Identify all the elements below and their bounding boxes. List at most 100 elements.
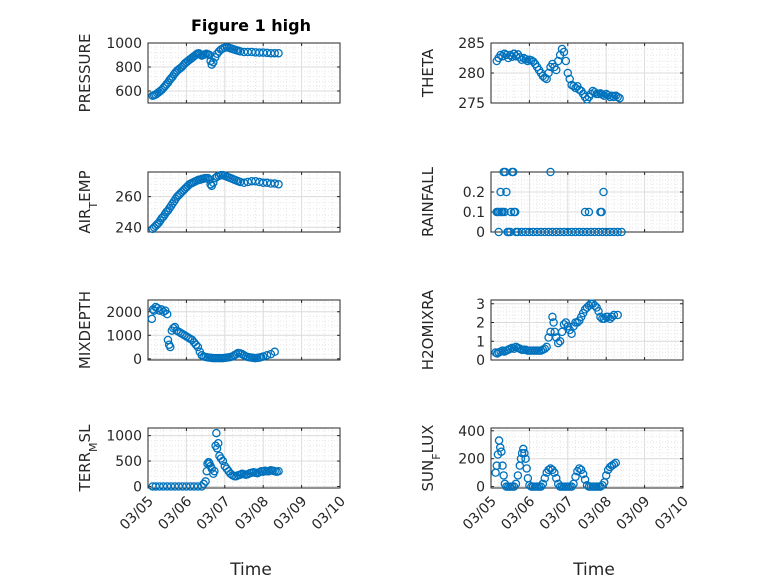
- axes-box: [147, 171, 341, 233]
- data-point: [162, 309, 172, 319]
- data-point: [496, 187, 505, 197]
- data-point: [498, 461, 507, 470]
- data-point: [157, 305, 166, 314]
- y-tick-label: 260: [115, 190, 142, 206]
- data-point: [575, 464, 584, 473]
- data-point: [613, 227, 622, 237]
- x-axis-label-left: Time: [229, 560, 272, 580]
- data-point: [523, 56, 532, 66]
- axes-box: [147, 42, 341, 104]
- y-axis-label-air-temp: AIRTEMP: [76, 170, 100, 233]
- data-point: [495, 443, 505, 452]
- data-point: [212, 444, 222, 453]
- x-tick-label: 03/05: [117, 494, 157, 534]
- series-terr-msl: [148, 428, 283, 491]
- x-tick-label: 03/06: [155, 493, 195, 533]
- y-tick-label: 275: [458, 96, 485, 112]
- data-point: [270, 179, 279, 188]
- data-point: [571, 472, 580, 482]
- x-tick-label: 03/07: [537, 494, 577, 534]
- y-axis-label-terr-msl: TERRMSL: [76, 424, 100, 493]
- y-axis-label-rainfall: RAINFALL: [419, 166, 437, 237]
- data-point: [598, 90, 607, 99]
- y-tick-label: 285: [458, 36, 485, 52]
- series-sun-flux: [491, 436, 621, 491]
- data-point: [500, 207, 509, 217]
- x-tick-label: 03/08: [232, 494, 272, 534]
- y-tick-label: 0: [133, 479, 142, 495]
- data-point: [590, 301, 599, 310]
- data-point: [270, 347, 279, 357]
- data-point: [546, 327, 555, 337]
- subplot-mixdepth: 0 1000 2000 MIXDEPTH: [76, 291, 341, 369]
- data-point: [209, 57, 218, 67]
- data-point: [258, 352, 268, 361]
- series-pressure: [148, 42, 283, 101]
- data-point: [573, 318, 582, 327]
- plot-area: [148, 428, 340, 488]
- x-tick-label: 03/07: [194, 494, 234, 534]
- data-point: [609, 92, 619, 102]
- x-tick-label: 03/08: [575, 494, 615, 534]
- y-tick-label: 1000: [106, 328, 142, 344]
- x-tick-label: 03/06: [498, 493, 538, 533]
- data-point: [521, 54, 530, 64]
- data-point: [599, 187, 608, 197]
- data-point: [214, 439, 223, 448]
- data-point: [522, 464, 531, 473]
- y-tick-label: 1000: [106, 429, 142, 445]
- data-point: [155, 306, 164, 315]
- x-tick-label: 03/09: [614, 494, 654, 534]
- data-point: [496, 50, 505, 60]
- data-point: [555, 336, 565, 346]
- subplot-air-temp: 240 260 AIRTEMP: [76, 170, 341, 236]
- subplot-sun-flux: 0 200 400 SUNFLUX 03/0503/0603/0703/0803/090…: [419, 424, 692, 534]
- figure-title: Figure 1 high: [191, 16, 311, 35]
- data-point: [274, 48, 283, 58]
- subplot-h2omixra: 0 1 2 3 H2OMIXRA: [419, 289, 684, 370]
- data-point: [209, 178, 218, 188]
- data-point: [617, 227, 626, 237]
- data-point: [498, 51, 507, 61]
- y-tick-label: 600: [115, 84, 142, 100]
- data-point: [513, 471, 523, 480]
- data-point: [520, 448, 529, 458]
- y-axis-label-theta: THETA: [419, 48, 437, 98]
- data-point: [199, 479, 208, 489]
- y-tick-label: 0: [133, 352, 142, 368]
- y-tick-label: 240: [115, 220, 142, 236]
- data-point: [239, 351, 249, 360]
- data-point: [611, 458, 621, 468]
- x-tick-label: 03/09: [271, 494, 311, 534]
- data-point: [492, 461, 502, 470]
- data-point: [542, 342, 551, 352]
- data-point: [607, 312, 617, 322]
- y-axis-label-pressure: PRESSURE: [76, 34, 94, 113]
- series-mixdepth: [147, 302, 279, 363]
- data-point: [499, 471, 508, 480]
- y-tick-label: 200: [458, 452, 485, 468]
- plot-area: [491, 428, 683, 488]
- y-tick-label: 1000: [106, 36, 142, 52]
- data-point: [262, 351, 272, 360]
- data-point: [191, 340, 201, 349]
- series-h2omixra: [491, 299, 622, 358]
- y-tick-label: 400: [458, 424, 485, 440]
- data-point: [594, 306, 603, 316]
- data-point: [584, 207, 594, 217]
- subplot-theta: 275 280 285 THETA: [419, 36, 684, 112]
- data-point: [193, 342, 203, 352]
- data-point: [494, 227, 503, 237]
- data-point: [552, 65, 561, 75]
- y-tick-label: 0: [476, 480, 485, 496]
- data-point: [166, 342, 175, 352]
- y-axis-label-h2omixra: H2OMIXRA: [419, 289, 437, 370]
- data-point: [613, 310, 622, 320]
- data-point: [509, 167, 518, 177]
- data-point: [212, 428, 221, 438]
- y-axis-label-mixdepth: MIXDEPTH: [76, 291, 94, 369]
- data-point: [201, 477, 210, 486]
- y-tick-label: 0.1: [463, 205, 485, 221]
- data-point: [544, 68, 553, 78]
